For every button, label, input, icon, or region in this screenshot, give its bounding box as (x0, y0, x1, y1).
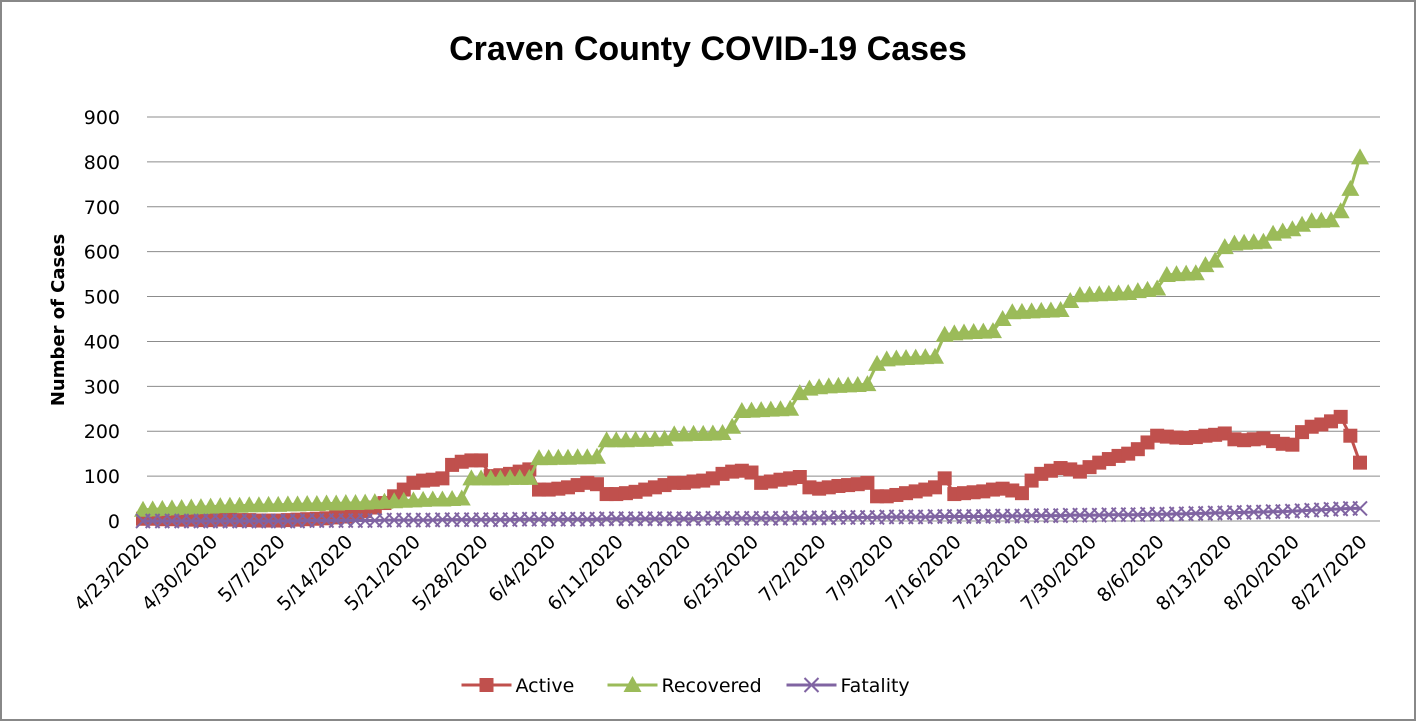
marker (452, 489, 471, 506)
marker (858, 375, 877, 392)
marker (781, 399, 800, 416)
marker (474, 453, 489, 468)
y-tick-label: 600 (84, 242, 120, 264)
marker (435, 471, 450, 486)
series (134, 148, 1369, 517)
marker (868, 354, 887, 371)
y-tick-label: 800 (84, 152, 120, 174)
series (136, 409, 1367, 528)
marker (1333, 409, 1348, 424)
legend-label: Active (516, 675, 575, 697)
marker (1343, 428, 1358, 443)
y-tick-label: 900 (84, 107, 120, 129)
series (135, 500, 1368, 529)
marker (1351, 148, 1369, 165)
marker (1283, 220, 1302, 237)
marker (1353, 455, 1367, 470)
legend-marker (479, 678, 494, 692)
chart-title: Craven County COVID-19 Cases (449, 30, 967, 68)
marker (723, 417, 742, 434)
marker (926, 347, 945, 364)
legend-label: Recovered (662, 675, 762, 697)
marker (1254, 232, 1273, 249)
marker (1285, 437, 1300, 452)
marker (655, 429, 674, 446)
y-tick-label: 700 (84, 197, 120, 219)
legend-label: Fatality (841, 675, 910, 697)
marker (1148, 279, 1167, 296)
marker (1341, 179, 1360, 196)
marker (1014, 486, 1029, 501)
marker (983, 322, 1002, 339)
y-tick-label: 100 (84, 466, 120, 488)
marker (1322, 211, 1341, 228)
y-tick-label: 200 (84, 421, 120, 443)
marker (1196, 256, 1215, 273)
marker (520, 468, 539, 485)
marker (1051, 301, 1070, 318)
y-tick-label: 500 (84, 287, 120, 309)
marker (713, 424, 732, 441)
marker (1186, 264, 1205, 281)
marker (860, 475, 875, 490)
marker (587, 447, 606, 464)
marker (1206, 251, 1225, 268)
marker (790, 384, 809, 401)
marker (1061, 292, 1080, 309)
y-tick-label: 0 (108, 511, 120, 533)
marker (993, 310, 1012, 326)
marker (1331, 202, 1350, 219)
y-tick-label: 300 (84, 376, 120, 398)
legend-marker (623, 676, 642, 692)
y-axis-label: Number of Cases (48, 234, 69, 406)
marker (1352, 500, 1368, 517)
marker (937, 471, 952, 486)
legend-marker (803, 677, 820, 693)
y-tick-label: 400 (84, 331, 120, 353)
